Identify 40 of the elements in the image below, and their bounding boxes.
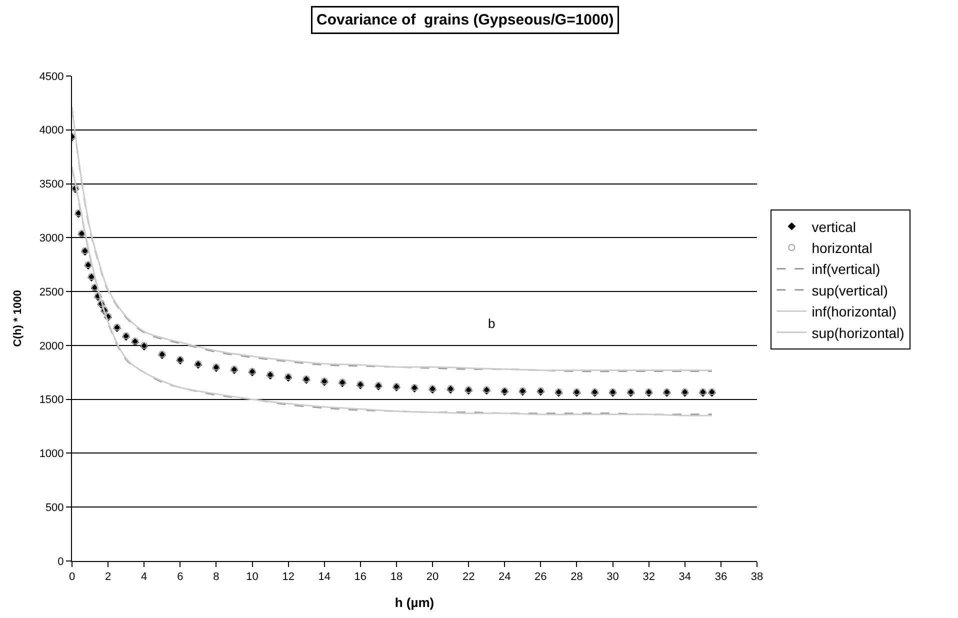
legend-label: inf(vertical) [812,261,880,278]
annotation: b [488,316,496,331]
y-axis-title: C(h) * 1000 [12,290,24,347]
y-tick-label: 3500 [39,178,64,191]
y-tick-label: 1500 [39,394,64,406]
x-tick-label: 30 [606,571,619,584]
x-tick-label: 38 [750,571,764,584]
x-tick-label: 0 [68,571,76,584]
x-tick-label: 26 [534,571,547,584]
y-tick-label: 0 [58,556,64,568]
x-tick-label: 32 [642,571,655,584]
legend-label: horizontal [812,240,872,256]
y-tick-label: 2500 [39,286,64,298]
x-tick-label: 18 [390,571,403,584]
y-tick-label: 2000 [39,340,64,352]
legend-label: vertical [812,218,856,235]
x-tick-label: 8 [213,571,220,584]
x-tick-label: 36 [714,571,728,584]
x-tick-label: 12 [282,571,294,584]
x-tick-label: 28 [570,571,583,584]
y-tick-label: 4500 [39,70,64,83]
x-tick-label: 24 [498,571,511,584]
legend-label: sup(vertical) [812,282,888,298]
legend-label: inf(horizontal) [812,304,897,320]
x-tick-label: 10 [246,571,258,584]
x-tick-label: 16 [354,571,367,584]
y-tick-label: 3000 [39,232,64,245]
legend-label: sup(horizontal) [812,324,904,341]
x-axis-title: h (µm) [394,594,434,610]
x-tick-label: 34 [678,571,692,584]
x-tick-label: 2 [104,571,112,584]
x-tick-label: 6 [177,571,184,584]
x-tick-label: 22 [462,571,475,584]
x-tick-label: 4 [141,571,148,584]
x-tick-label: 20 [426,571,439,584]
y-tick-label: 4000 [39,124,64,137]
chart-title: Covariance of grains (Gypseous/G=1000) [316,12,614,28]
x-tick-label: 14 [318,571,330,584]
y-tick-label: 1000 [39,448,64,460]
y-tick-label: 500 [45,502,64,514]
